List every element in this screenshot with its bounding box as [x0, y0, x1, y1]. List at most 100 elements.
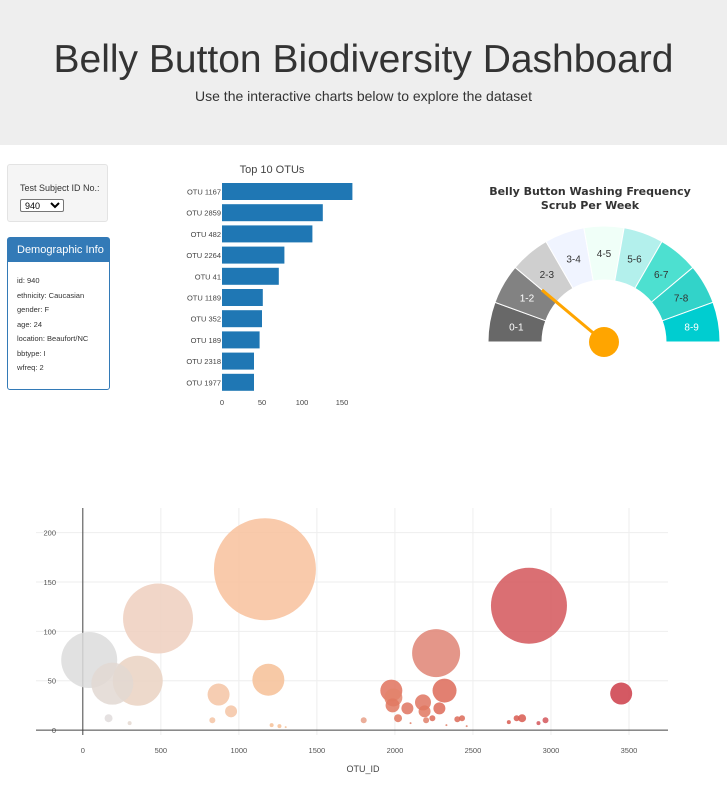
subject-selector-panel: Test Subject ID No.: 940: [7, 164, 108, 222]
bubble-point[interactable]: [225, 705, 238, 718]
subject-id-dropdown[interactable]: 940: [20, 199, 64, 212]
bar-otu-1189[interactable]: [222, 289, 263, 306]
bar-otu-2264[interactable]: [222, 246, 285, 264]
bar-otu-1167[interactable]: [222, 183, 353, 200]
bar-category-label: OTU 1977: [186, 378, 221, 387]
bar-category-label: OTU 482: [191, 230, 221, 239]
bubble-point[interactable]: [506, 720, 511, 725]
bubble-point[interactable]: [610, 682, 633, 705]
gauge-segment-label: 1-2: [520, 294, 535, 305]
washing-frequency-gauge[interactable]: Belly Button Washing Frequency Scrub Per…: [470, 170, 727, 380]
bubble-point[interactable]: [209, 717, 216, 724]
bubble-y-tick-label: 100: [43, 627, 56, 636]
page-title: Belly Button Biodiversity Dashboard: [53, 38, 674, 81]
bubble-point[interactable]: [445, 724, 448, 727]
bubble-point[interactable]: [542, 717, 549, 724]
bubble-point[interactable]: [433, 702, 446, 715]
demographic-info-body: id: 940 ethnicity: Caucasian gender: F a…: [8, 262, 109, 378]
otu-bubble-chart[interactable]: 0500100015002000250030003500050100150200…: [0, 495, 727, 795]
bar-otu-482[interactable]: [222, 225, 313, 243]
bubble-y-tick-label: 200: [43, 529, 56, 538]
bubble-point[interactable]: [104, 714, 113, 723]
bubble-point[interactable]: [213, 518, 316, 621]
bubble-point[interactable]: [385, 698, 400, 713]
bubble-point[interactable]: [409, 722, 412, 725]
bubble-x-tick-label: 2000: [387, 746, 404, 755]
top10-otu-bar-chart[interactable]: Top 10 OTUs OTU 1167 OTU 2859 OTU 482 OTU 2…: [170, 158, 370, 410]
bubble-point[interactable]: [536, 721, 541, 726]
header-banner: Belly Button Biodiversity Dashboard Use …: [0, 0, 727, 145]
bar-category-label: OTU 2859: [186, 209, 221, 218]
demographic-row: location: Beaufort/NC: [17, 334, 89, 343]
bar-category-label: OTU 2264: [186, 251, 221, 260]
demographic-info-title: Demographic Info: [8, 238, 109, 262]
demographic-row: gender: F: [17, 305, 50, 314]
gauge-segment-label: 0-1: [509, 323, 524, 334]
bubble-y-tick-label: 50: [48, 677, 56, 686]
bar-category-label: OTU 189: [191, 336, 221, 345]
bar-otu-41[interactable]: [222, 267, 279, 285]
bubble-point[interactable]: [269, 723, 274, 728]
bar-category-label: OTU 1167: [187, 188, 221, 197]
gauge-subtitle: Scrub Per Week: [541, 199, 640, 212]
demographic-row: bbtype: I: [17, 348, 46, 358]
bubble-x-tick-label: 3000: [543, 746, 560, 755]
bar-otu-352[interactable]: [222, 310, 262, 328]
gauge-needle-hub: [589, 327, 619, 357]
bubble-point[interactable]: [513, 715, 520, 722]
bar-category-label: OTU 41: [195, 272, 221, 281]
bar-otu-1977[interactable]: [222, 373, 254, 391]
gauge-segment-label: 3-4: [566, 254, 581, 265]
bubble-point[interactable]: [432, 678, 457, 703]
demographic-row: wfreq: 2: [17, 363, 44, 372]
bubble-point[interactable]: [284, 726, 287, 729]
bar-x-tick-label: 150: [336, 398, 349, 407]
bar-category-label: OTU 1189: [187, 294, 221, 303]
bubble-y-tick-label: 150: [43, 578, 56, 587]
gauge-segment-label: 4-5: [597, 249, 612, 260]
bubble-point[interactable]: [429, 715, 436, 722]
bubble-x-tick-label: 1500: [309, 746, 326, 755]
bubble-point[interactable]: [91, 662, 134, 705]
bar-chart-title: Top 10 OTUs: [240, 164, 305, 176]
gauge-segment-8-9[interactable]: [661, 301, 721, 343]
demographic-info-panel: Demographic Info id: 940 ethnicity: Cauc…: [7, 237, 110, 390]
bar-x-tick-label: 0: [220, 398, 224, 407]
bar-category-label: OTU 2318: [186, 357, 221, 366]
bubble-point[interactable]: [418, 705, 431, 718]
page-subtitle: Use the interactive charts below to expl…: [195, 88, 532, 104]
bubble-x-tick-label: 0: [81, 746, 85, 755]
gauge-segment-label: 7-8: [674, 294, 689, 305]
bar-otu-2859[interactable]: [222, 204, 323, 222]
bubble-point[interactable]: [207, 683, 230, 706]
subject-selector-label: Test Subject ID No.:: [20, 183, 100, 193]
demographic-row: id: 940: [17, 276, 40, 285]
bubble-x-tick-label: 500: [155, 746, 168, 755]
bubble-point[interactable]: [127, 721, 132, 726]
bar-otu-189[interactable]: [222, 331, 260, 349]
bubble-point[interactable]: [277, 724, 282, 729]
demographic-row: age: 24: [17, 319, 43, 329]
bar-x-tick-label: 100: [296, 398, 309, 407]
bubble-point[interactable]: [360, 717, 367, 724]
bubble-point[interactable]: [252, 663, 285, 696]
bar-otu-2318[interactable]: [222, 352, 254, 370]
bubble-point[interactable]: [412, 629, 461, 678]
bubble-x-tick-label: 3500: [621, 746, 638, 755]
bubble-point[interactable]: [465, 725, 468, 728]
bubble-point[interactable]: [454, 716, 461, 723]
bubble-point[interactable]: [401, 702, 414, 715]
bar-x-tick-label: 50: [258, 398, 266, 407]
gauge-segment-label: 8-9: [684, 323, 699, 334]
bubble-point[interactable]: [394, 714, 403, 723]
bubble-point[interactable]: [490, 567, 567, 644]
bubble-x-axis-label: OTU_ID: [346, 764, 380, 774]
gauge-segment-label: 2-3: [540, 270, 555, 281]
bubble-x-tick-label: 1000: [231, 746, 248, 755]
gauge-segment-label: 6-7: [654, 270, 669, 281]
gauge-segment-label: 5-6: [627, 254, 642, 265]
bubble-point[interactable]: [123, 583, 194, 654]
bubble-point[interactable]: [459, 715, 466, 722]
bubble-point[interactable]: [423, 717, 430, 724]
bubble-point[interactable]: [518, 714, 527, 723]
